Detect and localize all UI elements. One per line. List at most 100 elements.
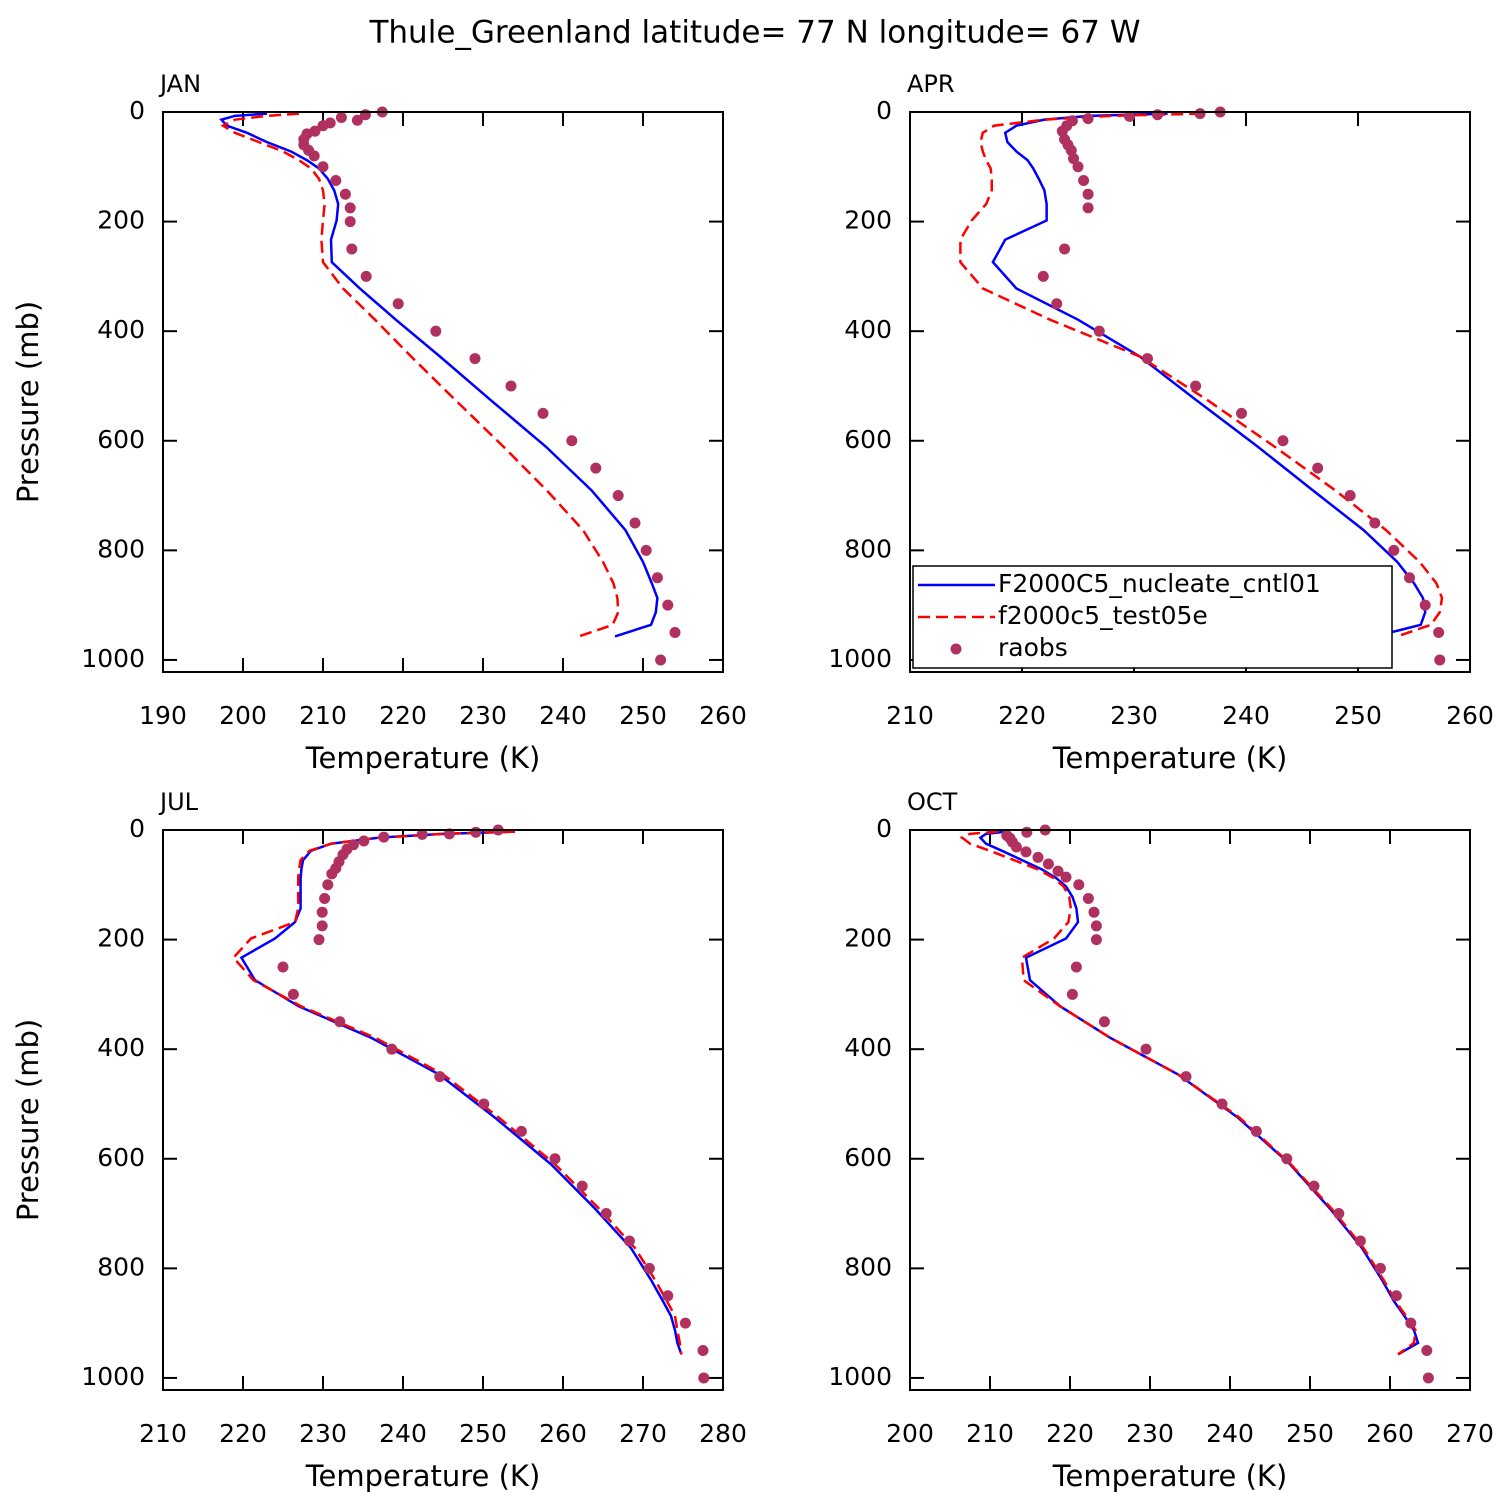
x-tick-label: 210 bbox=[299, 701, 347, 730]
y-tick-label: 1000 bbox=[81, 1362, 145, 1391]
x-tick-label: 260 bbox=[1366, 1419, 1414, 1448]
x-tick-label: 190 bbox=[139, 701, 187, 730]
data-point bbox=[1354, 1235, 1366, 1247]
panel: OCT 200 210 220 230 240 250 260 270 0 200 400 600 800… bbox=[828, 788, 1493, 1493]
data-point bbox=[416, 828, 428, 840]
x-tick-label: 210 bbox=[966, 1419, 1014, 1448]
data-point bbox=[1124, 110, 1136, 122]
y-tick-label: 800 bbox=[844, 534, 892, 563]
y-tick-label: 0 bbox=[129, 96, 145, 125]
data-point bbox=[549, 1153, 561, 1165]
data-point bbox=[1082, 113, 1094, 125]
y-tick-label: 800 bbox=[97, 1252, 145, 1281]
data-point bbox=[655, 654, 667, 666]
series-line bbox=[231, 830, 683, 1355]
data-point bbox=[1250, 1125, 1262, 1137]
data-point bbox=[1072, 161, 1084, 173]
data-point bbox=[316, 920, 328, 932]
data-point bbox=[1052, 865, 1064, 877]
data-point bbox=[1090, 934, 1102, 946]
data-point bbox=[1369, 517, 1381, 529]
data-point bbox=[537, 407, 549, 419]
x-tick-label: 240 bbox=[379, 1419, 427, 1448]
data-point bbox=[317, 161, 329, 173]
data-point bbox=[1344, 490, 1356, 502]
x-tick-label: 220 bbox=[379, 701, 427, 730]
data-point bbox=[326, 868, 338, 880]
x-tick-label: 260 bbox=[699, 701, 747, 730]
y-axis-label: Pressure (mb) bbox=[11, 1019, 45, 1221]
data-point bbox=[1037, 270, 1049, 282]
data-point bbox=[697, 1345, 709, 1357]
x-tick-label: 250 bbox=[619, 701, 667, 730]
x-tick-label: 260 bbox=[1446, 701, 1494, 730]
data-point bbox=[566, 435, 578, 447]
x-tick-label: 270 bbox=[619, 1419, 667, 1448]
x-tick-label: 240 bbox=[1206, 1419, 1254, 1448]
data-point bbox=[335, 111, 347, 123]
data-point bbox=[1070, 961, 1082, 973]
data-point bbox=[277, 961, 289, 973]
series-line bbox=[220, 112, 620, 638]
legend-label: F2000C5_nucleate_cntl01 bbox=[998, 569, 1321, 598]
data-point bbox=[679, 1317, 691, 1329]
legend-marker bbox=[950, 643, 962, 655]
x-tick-label: 210 bbox=[139, 1419, 187, 1448]
x-tick-label: 230 bbox=[299, 1419, 347, 1448]
y-tick-label: 1000 bbox=[828, 644, 892, 673]
x-tick-label: 250 bbox=[1286, 1419, 1334, 1448]
data-point bbox=[339, 188, 351, 200]
y-tick-label: 1000 bbox=[828, 1362, 892, 1391]
data-point bbox=[698, 1372, 710, 1384]
x-tick-label: 240 bbox=[539, 701, 587, 730]
panel-title: OCT bbox=[907, 788, 958, 816]
data-point bbox=[1060, 871, 1072, 883]
data-point bbox=[1281, 1153, 1293, 1165]
x-tick-label: 210 bbox=[886, 701, 934, 730]
data-point bbox=[1020, 846, 1032, 858]
data-point bbox=[308, 150, 320, 162]
data-point bbox=[1180, 1071, 1192, 1083]
series-line bbox=[959, 112, 1444, 638]
data-point bbox=[1073, 879, 1085, 891]
data-point bbox=[1082, 202, 1094, 214]
data-point bbox=[1021, 826, 1033, 838]
data-point bbox=[322, 879, 334, 891]
data-point bbox=[669, 627, 681, 639]
y-tick-label: 400 bbox=[844, 1033, 892, 1062]
data-point bbox=[1082, 188, 1094, 200]
data-point bbox=[1068, 153, 1080, 165]
x-axis-label: Temperature (K) bbox=[305, 1459, 541, 1493]
y-tick-label: 600 bbox=[97, 1143, 145, 1172]
data-point bbox=[1190, 380, 1202, 392]
data-point bbox=[430, 325, 442, 337]
y-tick-label: 0 bbox=[876, 96, 892, 125]
y-tick-label: 0 bbox=[129, 814, 145, 843]
series-line bbox=[219, 112, 659, 638]
panel: APR 210 220 230 240 250 260 0 200 400 600 800 1000 Te… bbox=[828, 70, 1493, 775]
data-point bbox=[1308, 1180, 1320, 1192]
x-tick-label: 200 bbox=[886, 1419, 934, 1448]
data-point bbox=[1051, 298, 1063, 310]
series-line bbox=[959, 830, 1417, 1356]
data-point bbox=[1098, 1016, 1110, 1028]
legend-label: f2000c5_test05e bbox=[998, 601, 1208, 630]
plot-frame bbox=[909, 111, 1471, 673]
data-point bbox=[470, 826, 482, 838]
data-point bbox=[1405, 1317, 1417, 1329]
x-tick-label: 260 bbox=[539, 1419, 587, 1448]
data-point bbox=[469, 353, 481, 365]
data-point bbox=[1141, 353, 1153, 365]
y-tick-label: 600 bbox=[844, 425, 892, 454]
data-point bbox=[662, 599, 674, 611]
plot-frame bbox=[162, 829, 724, 1391]
x-tick-label: 250 bbox=[459, 1419, 507, 1448]
data-point bbox=[1194, 108, 1206, 120]
data-point bbox=[317, 120, 329, 132]
data-point bbox=[1088, 906, 1100, 918]
panel-title: JUL bbox=[158, 788, 199, 816]
data-point bbox=[1277, 435, 1289, 447]
data-point bbox=[346, 243, 358, 255]
series-line bbox=[239, 830, 683, 1355]
